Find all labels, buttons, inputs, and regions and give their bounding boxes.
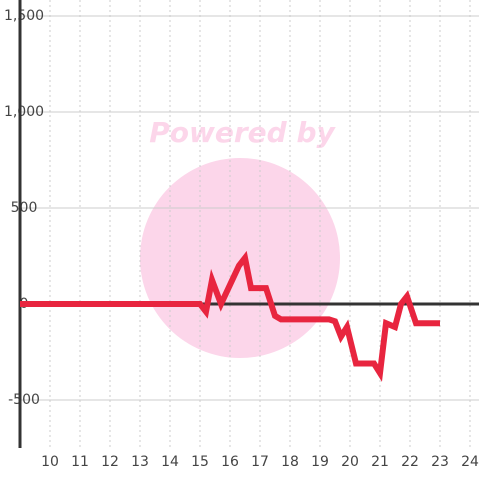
x-tick-label: 23 <box>431 454 449 470</box>
x-tick-label: 17 <box>251 454 269 470</box>
y-tick-label: 1,500 <box>4 8 44 24</box>
x-tick-label: 16 <box>221 454 239 470</box>
x-tick-label: 24 <box>461 454 479 470</box>
watermark-text: Powered by <box>149 116 336 149</box>
y-tick-label: 500 <box>11 200 38 216</box>
x-tick-label: 21 <box>371 454 389 470</box>
y-tick-label: -500 <box>8 392 40 408</box>
x-tick-label: 13 <box>131 454 149 470</box>
watermark-logo <box>140 158 340 358</box>
x-tick-label: 15 <box>191 454 209 470</box>
y-tick-label: 1,000 <box>4 104 44 120</box>
data-line <box>20 250 440 382</box>
x-tick-label: 18 <box>281 454 299 470</box>
x-tick-label: 10 <box>41 454 59 470</box>
x-tick-label: 20 <box>341 454 359 470</box>
x-tick-label: 11 <box>71 454 89 470</box>
x-tick-label: 19 <box>311 454 329 470</box>
x-tick-label: 14 <box>161 454 179 470</box>
x-tick-label: 12 <box>101 454 119 470</box>
x-tick-label: 22 <box>401 454 419 470</box>
